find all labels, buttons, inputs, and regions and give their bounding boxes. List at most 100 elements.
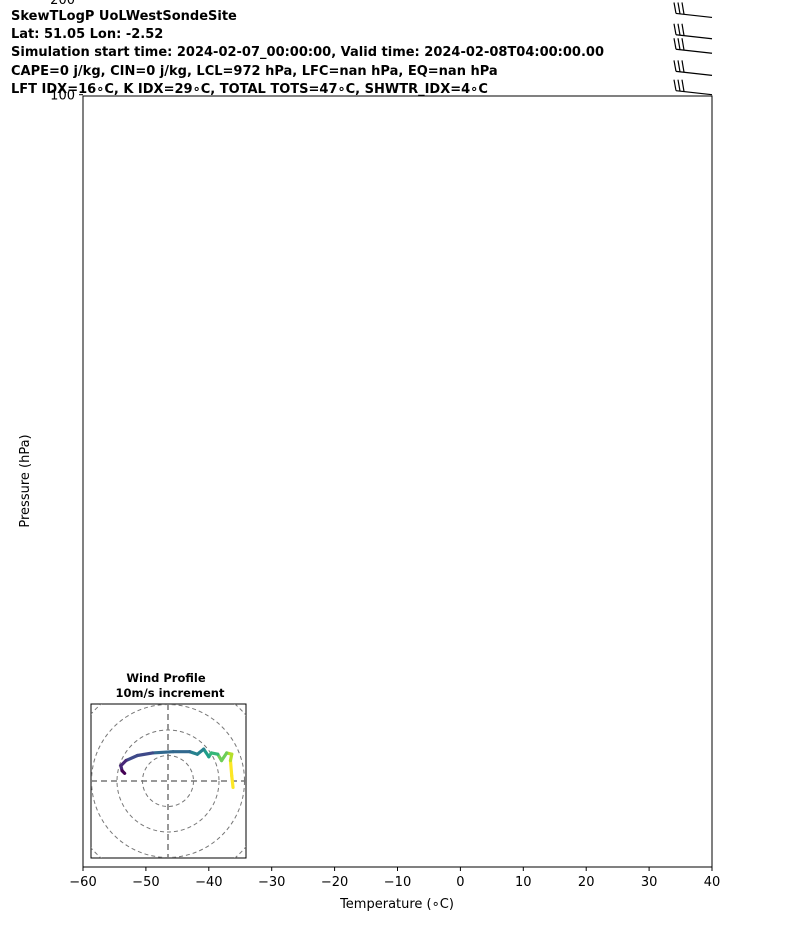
x-axis-title: Temperature (∘C) [339,897,454,912]
x-tick-label: 10 [515,875,532,890]
hodograph-segment [151,750,175,755]
isotherm-line [218,0,485,95]
dry-adiabat [694,0,794,95]
chart-title: SkewTLogP UoLWestSondeSite [11,9,237,24]
dry-adiabat [466,0,794,95]
moist-adiabat [463,0,794,95]
wind-profile-inset: Wind Profile 10m/s increment [90,671,247,859]
x-tick-label: 0 [456,875,464,890]
isotherm-line [155,0,422,95]
moist-adiabat [407,0,794,95]
moist-adiabat [327,0,794,95]
dry-adiabat [270,0,794,95]
barb-flag [677,60,681,72]
dry-adiabat [172,0,794,95]
barb-flag [677,2,681,14]
moist-adiabat [247,0,794,95]
hodograph-segment [120,769,127,775]
barb-flag [673,2,677,14]
barb-flag [673,38,677,50]
profile-series [444,0,794,95]
moist-adiabat [363,0,794,95]
dry-adiabat [303,0,794,95]
moist-adiabat [296,0,794,95]
dry-adiabat [759,0,794,95]
dry-adiabat [335,0,794,95]
x-tick-label: −30 [258,875,285,890]
moist-adiabat [751,0,794,95]
location-line: Lat: 51.05 Lon: -2.52 [11,27,164,43]
isotherm-line [784,0,794,95]
barb-flag [681,38,685,51]
barb-shaft [675,12,713,19]
moist-adiabat [533,0,794,95]
barb-shaft [675,90,713,96]
dry-adiabat [596,0,794,95]
dry-adiabat [433,0,794,95]
moist-adiabat [206,0,794,95]
barb-flag [673,23,677,35]
dry-adiabat [205,0,794,95]
x-tick-label: −20 [321,875,348,890]
barb-flag [681,79,685,92]
barb-shaft [675,70,713,76]
x-tick-label: 30 [641,875,658,890]
cape-line: CAPE=0 j/kg, CIN=0 j/kg, LCL=972 hPa, LF… [11,63,498,79]
moist-adiabat [226,0,794,95]
time-line: Simulation start time: 2024-02-07_00:00:… [11,45,604,61]
x-tick-label: −50 [132,875,159,890]
isotherm-line [469,0,736,95]
moist-adiabat [188,0,794,95]
barb-flag [673,60,677,72]
hodograph-segment [135,751,155,758]
barb-flag [681,23,685,36]
wind-barbs [673,2,713,96]
barb-flag [673,79,677,91]
dry-adiabat [238,0,794,95]
parcel-area-fill [444,0,794,95]
wind-barb [673,79,713,96]
dry-adiabat [726,0,794,95]
y-tick-label: 100 [50,89,75,104]
dry-adiabat [498,0,794,95]
isotherm-line [344,0,611,95]
axis-ticks: −60−50−40−30−20−100102030401002003004005… [50,0,721,890]
hodograph-group [91,704,246,858]
isotherm-line [595,0,794,95]
barb-shaft [675,34,713,40]
x-tick-label: −10 [384,875,411,890]
isotherm-line [721,0,794,95]
barb-flag [681,2,685,15]
hodograph-segment [124,753,139,763]
y-tick-label: 200 [50,0,75,8]
barb-flag [681,60,685,73]
y-axis-title: Pressure (hPa) [18,434,33,527]
barb-flag [677,23,681,36]
dry-adiabat [629,0,794,95]
wind-barb [673,60,713,76]
dry-adiabat [531,0,794,95]
indices-line: LFT IDX=16∘C, K IDX=29∘C, TOTAL TOTS=47∘… [11,81,488,97]
x-tick-label: 40 [704,875,721,890]
x-tick-label: −40 [195,875,222,890]
chart-header: SkewTLogP UoLWestSondeSite Lat: 51.05 Lo… [11,8,604,99]
inset-title: Wind Profile [126,671,206,685]
dry-adiabat [368,0,794,95]
moist-adiabat [270,0,794,95]
isotherm-line [92,0,359,95]
dry-adiabat [401,0,794,95]
inset-subtitle: 10m/s increment [116,686,225,700]
wind-barb [673,2,713,19]
moist-adiabat [627,0,794,95]
hodograph-segment [228,758,234,778]
cape-cin-fill [444,0,794,95]
wind-barb [673,23,713,40]
barb-shaft [675,48,713,54]
barb-flag [677,79,681,92]
isotherm-line [532,0,794,95]
x-tick-label: 20 [578,875,595,890]
x-tick-label: −60 [69,875,96,890]
isotherm-line [281,0,548,95]
hodograph-segment [230,774,235,789]
